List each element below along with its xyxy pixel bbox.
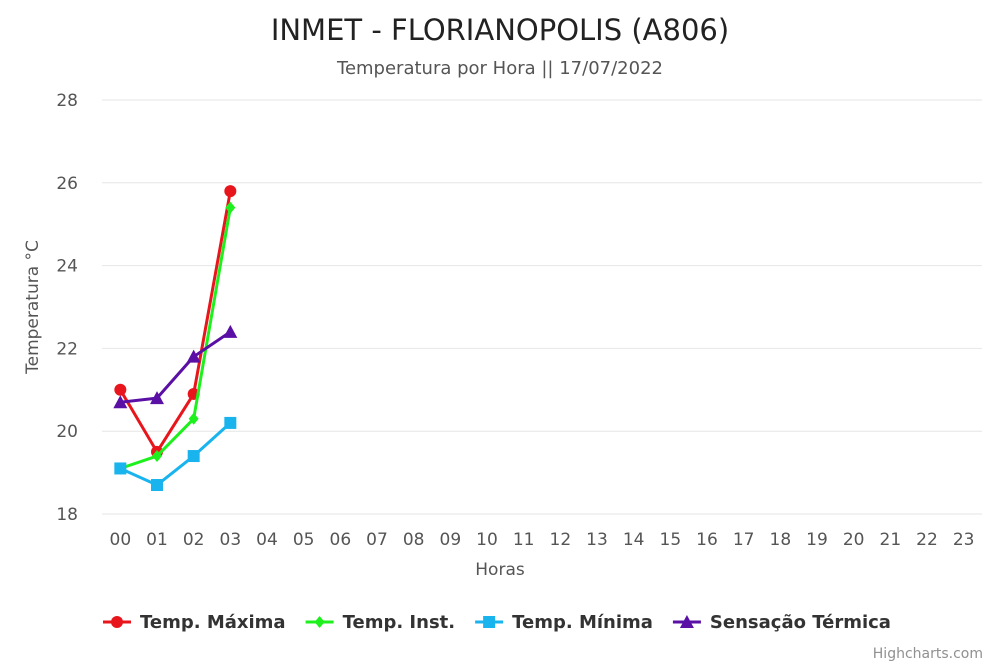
y-tick-label: 18 xyxy=(56,505,78,525)
x-tick-label: 15 xyxy=(660,530,682,550)
x-tick-label: 00 xyxy=(110,530,132,550)
x-tick-label: 07 xyxy=(366,530,388,550)
legend-label: Temp. Máxima xyxy=(140,612,286,633)
legend-marker[interactable] xyxy=(111,616,123,628)
credits-link[interactable]: Highcharts.com xyxy=(873,646,983,662)
data-point[interactable] xyxy=(152,450,162,463)
data-point[interactable] xyxy=(114,462,127,475)
x-tick-label: 09 xyxy=(440,530,462,550)
x-tick-label: 21 xyxy=(880,530,902,550)
series-group xyxy=(113,185,238,492)
series-line[interactable] xyxy=(118,421,232,487)
legend-marker[interactable] xyxy=(314,616,325,628)
x-tick-label: 20 xyxy=(843,530,865,550)
y-tick-label: 24 xyxy=(56,257,78,277)
chart-subtitle: Temperatura por Hora || 17/07/2022 xyxy=(336,58,663,79)
x-tick-label: 03 xyxy=(220,530,242,550)
legend-item[interactable]: Temp. Mínima xyxy=(475,612,653,633)
legend-marker[interactable] xyxy=(483,616,496,628)
x-tick-label: 08 xyxy=(403,530,425,550)
x-tick-label: 11 xyxy=(513,530,535,550)
data-point[interactable] xyxy=(150,391,164,405)
legend-item[interactable]: Temp. Máxima xyxy=(103,612,286,633)
y-tick-label: 26 xyxy=(56,174,78,194)
x-tick-label: 05 xyxy=(293,530,315,550)
series-0 xyxy=(114,185,237,458)
legend-item[interactable]: Sensação Térmica xyxy=(672,612,891,633)
y-tick-label: 20 xyxy=(56,422,78,442)
x-tick-label: 02 xyxy=(183,530,205,550)
series-line[interactable] xyxy=(118,206,232,470)
y-axis-ticks: 18 20 22 24 26 28 xyxy=(56,91,78,525)
x-tick-label: 01 xyxy=(146,530,168,550)
data-point[interactable] xyxy=(225,201,236,214)
x-tick-label: 17 xyxy=(733,530,755,550)
data-point[interactable] xyxy=(223,324,238,338)
legend: Temp. Máxima Temp. Inst. Temp. Mínima Sensa… xyxy=(103,612,891,633)
data-point[interactable] xyxy=(224,416,237,429)
x-tick-label: 22 xyxy=(916,530,938,550)
x-tick-label: 10 xyxy=(476,530,498,550)
data-point[interactable] xyxy=(224,185,237,198)
data-point[interactable] xyxy=(186,349,201,363)
data-point[interactable] xyxy=(114,383,127,396)
legend-item[interactable]: Temp. Inst. xyxy=(305,612,456,633)
x-tick-label: 14 xyxy=(623,530,645,550)
legend-marker[interactable] xyxy=(679,615,694,628)
legend-label: Temp. Mínima xyxy=(512,612,653,633)
data-point[interactable] xyxy=(188,412,199,425)
x-tick-label: 06 xyxy=(330,530,352,550)
y-tick-label: 22 xyxy=(56,339,78,359)
data-point[interactable] xyxy=(187,450,200,463)
legend-label: Temp. Inst. xyxy=(343,612,456,633)
y-tick-label: 28 xyxy=(56,91,78,111)
x-tick-label: 04 xyxy=(256,530,278,550)
x-tick-label: 16 xyxy=(696,530,718,550)
legend-label: Sensação Térmica xyxy=(710,612,891,633)
series-line[interactable] xyxy=(118,189,232,454)
x-tick-label: 13 xyxy=(586,530,608,550)
x-tick-label: 12 xyxy=(550,530,572,550)
series-line[interactable] xyxy=(118,330,232,404)
x-axis-title: Horas xyxy=(475,560,525,580)
grid-lines xyxy=(102,99,982,515)
data-point[interactable] xyxy=(151,479,163,492)
series-2 xyxy=(114,416,237,492)
x-axis-ticks: 00 01 02 03 04 05 06 07 08 09 10 11 12 13 14 15 16 17 18 19… xyxy=(110,530,975,550)
chart-title: INMET - FLORIANOPOLIS (A806) xyxy=(271,13,729,47)
x-tick-label: 23 xyxy=(953,530,975,550)
series-3 xyxy=(113,324,238,409)
x-tick-label: 18 xyxy=(770,530,792,550)
x-tick-label: 19 xyxy=(806,530,828,550)
y-axis-title: Temperatura °C xyxy=(23,240,43,375)
data-point[interactable] xyxy=(113,395,128,409)
